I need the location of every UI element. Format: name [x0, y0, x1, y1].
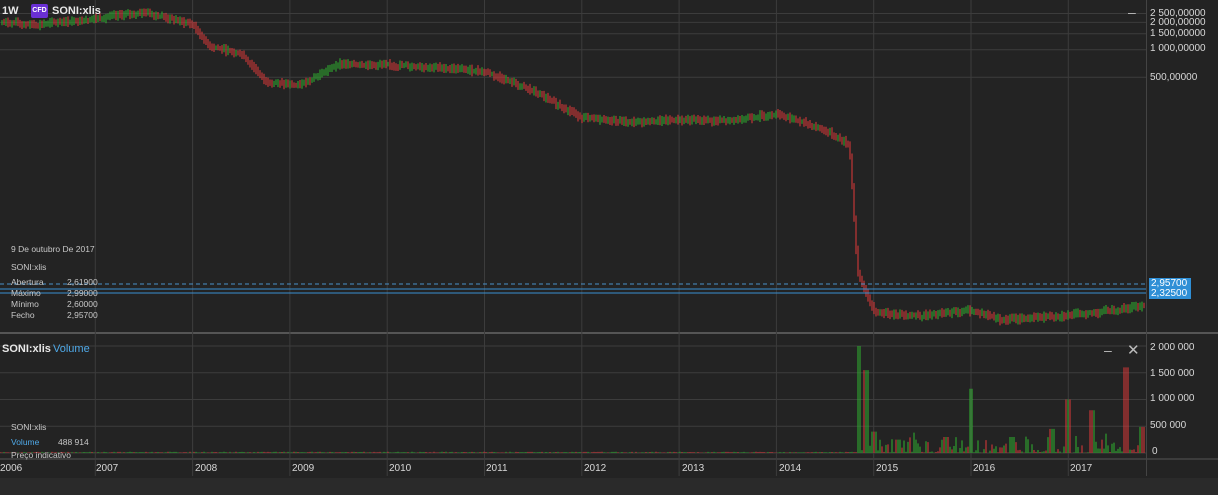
info-label-open: Abertura: [11, 277, 44, 287]
volume-axis-label: 2 000 000: [1150, 342, 1195, 353]
minimize-volume-panel-icon[interactable]: –: [1104, 342, 1112, 358]
x-axis-label: 2009: [292, 463, 315, 474]
volume-axis-label: 1 500 000: [1150, 368, 1195, 379]
price-axis-label: 2 500,00000: [1150, 8, 1206, 19]
cfd-badge: CFD: [31, 4, 48, 18]
x-axis-label: 2008: [195, 463, 218, 474]
indicative-price-label: Preço indicativo: [11, 450, 72, 460]
x-axis-label: 2012: [584, 463, 607, 474]
x-axis-label: 2017: [1070, 463, 1093, 474]
minimize-price-panel-icon[interactable]: –: [1128, 4, 1136, 20]
timeframe-label[interactable]: 1W: [2, 5, 19, 17]
info-value-close: 2,95700: [67, 310, 98, 320]
price-axis-label: 1 000,00000: [1150, 43, 1206, 54]
x-axis-label: 2016: [973, 463, 996, 474]
volume-info-symbol: SONI:xlis: [11, 422, 47, 432]
x-axis-label: 2010: [389, 463, 412, 474]
volume-panel-symbol[interactable]: SONI:xlis: [2, 343, 51, 355]
info-label-low: Mínimo: [11, 299, 39, 309]
info-value-open: 2,61900: [67, 277, 98, 287]
volume-axis-label: 1 000 000: [1150, 393, 1195, 404]
x-axis-label: 2011: [486, 463, 508, 474]
volume-axis-label: 0: [1152, 446, 1158, 457]
price-axis-label: 1 500,00000: [1150, 28, 1206, 39]
volume-axis-label: 500 000: [1150, 420, 1187, 431]
info-label-close: Fecho: [11, 310, 35, 320]
x-axis-label: 2013: [682, 463, 705, 474]
info-label-high: Máximo: [11, 288, 41, 298]
info-date: 9 De outubro De 2017: [11, 244, 95, 254]
close-volume-panel-icon[interactable]: ✕: [1127, 342, 1140, 359]
x-axis-label: 2014: [779, 463, 802, 474]
volume-info-value: 488 914: [58, 437, 89, 447]
volume-info-label: Volume: [11, 437, 40, 447]
info-value-low: 2,60000: [67, 299, 98, 309]
x-axis-label: 2015: [876, 463, 899, 474]
info-symbol: SONI:xlis: [11, 262, 47, 272]
info-value-high: 2,99000: [67, 288, 98, 298]
low-price-tag: 2,32500: [1149, 288, 1191, 299]
volume-indicator-name[interactable]: Volume: [53, 343, 90, 355]
price-axis-label: 500,00000: [1150, 72, 1198, 83]
last-price-tag: 2,95700: [1149, 278, 1191, 289]
symbol-title[interactable]: SONI:xlis: [52, 5, 101, 17]
x-axis-label: 2006: [0, 463, 23, 474]
x-axis-label: 2007: [96, 463, 119, 474]
scrollbar-track: [0, 478, 1218, 495]
price-axis-label: 2 000,00000: [1150, 17, 1206, 28]
